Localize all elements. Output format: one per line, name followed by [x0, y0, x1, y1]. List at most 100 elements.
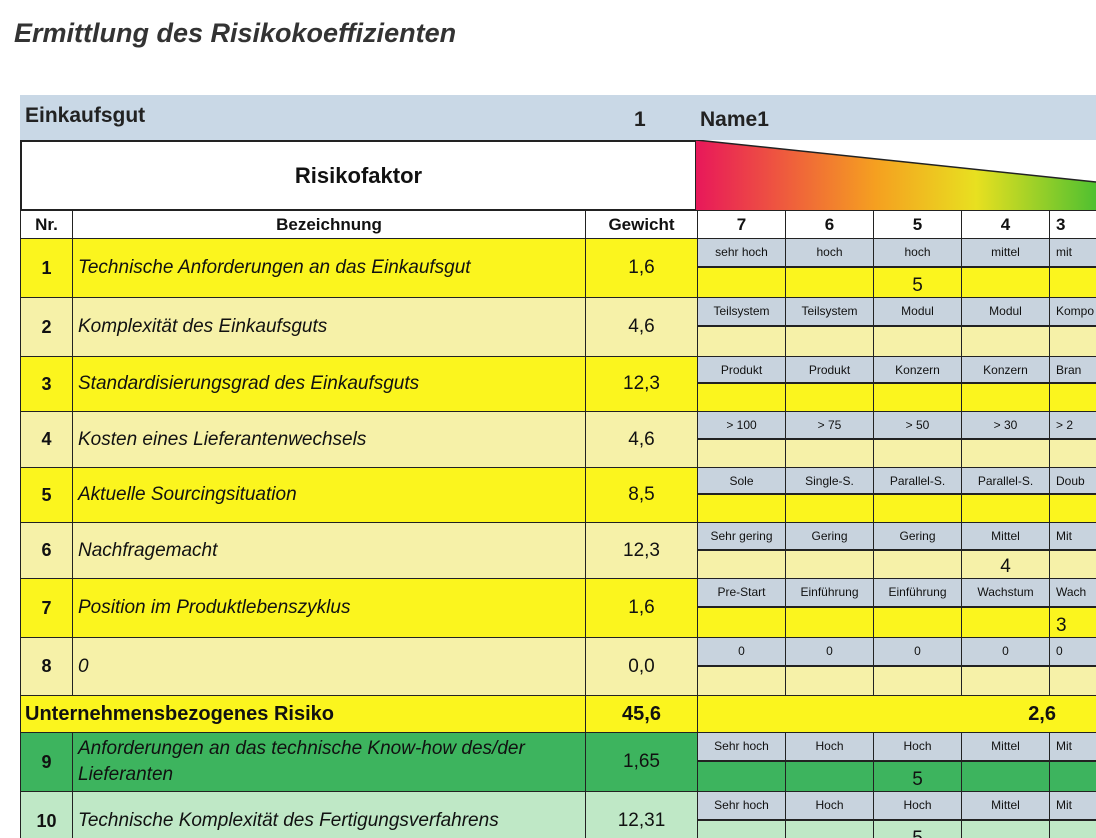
- row-label: Technische Anforderungen an das Einkaufs…: [72, 238, 586, 298]
- rating-cell: 3: [1049, 607, 1096, 638]
- row-nr: 9: [20, 732, 73, 792]
- row-weight: 1,6: [585, 578, 698, 638]
- row-weight: 1,65: [585, 732, 698, 792]
- row-nr: 4: [20, 411, 73, 468]
- rating-cell: [697, 761, 786, 792]
- rating-cell: [697, 820, 786, 838]
- row-label: 0: [72, 637, 586, 696]
- row-nr: 8: [20, 637, 73, 696]
- rating-cell: 4: [961, 550, 1050, 579]
- rating-cell: [961, 439, 1050, 468]
- scale-header: 3: [1049, 210, 1096, 239]
- rating-cell: [785, 666, 874, 696]
- row-nr: 1: [20, 238, 73, 298]
- level-cell: Modul: [961, 297, 1050, 326]
- row-weight: 0,0: [585, 637, 698, 696]
- rating-cell: [961, 267, 1050, 298]
- summary-score: 2,6: [697, 695, 1096, 733]
- header-label: Einkaufsgut: [25, 104, 146, 127]
- scale-header: 5: [873, 210, 962, 239]
- level-cell: Hoch: [785, 791, 874, 820]
- rating-cell: [697, 383, 786, 412]
- level-cell: Mittel: [961, 791, 1050, 820]
- level-cell: hoch: [785, 238, 874, 267]
- row-weight: 4,6: [585, 411, 698, 468]
- level-cell: Einführung: [785, 578, 874, 607]
- level-cell: Sehr gering: [697, 522, 786, 550]
- row-label: Anforderungen an das technische Know-how…: [72, 732, 586, 792]
- rating-cell: [873, 326, 962, 357]
- summary-label: Unternehmensbezogenes Risiko: [20, 695, 586, 733]
- level-cell: Mittel: [961, 732, 1050, 761]
- row-weight: 8,5: [585, 467, 698, 523]
- row-label: Komplexität des Einkaufsguts: [72, 297, 586, 357]
- level-cell: Konzern: [961, 356, 1050, 383]
- col-header: Bezeichnung: [72, 210, 586, 239]
- level-cell: > 2: [1049, 411, 1096, 439]
- row-label: Kosten eines Lieferantenwechsels: [72, 411, 586, 468]
- row-label: Standardisierungsgrad des Einkaufsguts: [72, 356, 586, 412]
- rating-cell: [873, 607, 962, 638]
- level-cell: mit: [1049, 238, 1096, 267]
- row-weight: 12,31: [585, 791, 698, 838]
- level-cell: Gering: [873, 522, 962, 550]
- row-label: Position im Produktlebenszyklus: [72, 578, 586, 638]
- level-cell: Sehr hoch: [697, 791, 786, 820]
- factor-header: Risikofaktor: [20, 140, 697, 211]
- level-cell: > 50: [873, 411, 962, 439]
- level-cell: Sehr hoch: [697, 732, 786, 761]
- level-cell: Single-S.: [785, 467, 874, 494]
- rating-cell: [961, 761, 1050, 792]
- level-cell: mittel: [961, 238, 1050, 267]
- rating-cell: [1049, 666, 1096, 696]
- rating-cell: [697, 326, 786, 357]
- level-cell: Mit: [1049, 791, 1096, 820]
- rating-cell: [785, 383, 874, 412]
- level-cell: Doub: [1049, 467, 1096, 494]
- scale-header: 6: [785, 210, 874, 239]
- rating-cell: [1049, 326, 1096, 357]
- header-number: 1: [634, 108, 646, 131]
- rating-cell: [1049, 761, 1096, 792]
- level-cell: 0: [873, 637, 962, 666]
- level-cell: > 30: [961, 411, 1050, 439]
- rating-cell: [961, 607, 1050, 638]
- rating-cell: [873, 550, 962, 579]
- rating-cell: [1049, 820, 1096, 838]
- level-cell: Mittel: [961, 522, 1050, 550]
- row-nr: 7: [20, 578, 73, 638]
- level-cell: Wach: [1049, 578, 1096, 607]
- rating-cell: 5: [873, 267, 962, 298]
- level-cell: Parallel-S.: [873, 467, 962, 494]
- level-cell: Produkt: [697, 356, 786, 383]
- level-cell: 0: [785, 637, 874, 666]
- level-cell: Bran: [1049, 356, 1096, 383]
- rating-cell: [697, 439, 786, 468]
- rating-cell: [785, 607, 874, 638]
- level-cell: Produkt: [785, 356, 874, 383]
- rating-cell: [785, 820, 874, 838]
- summary-weight: 45,6: [585, 695, 698, 733]
- rating-cell: [961, 666, 1050, 696]
- rating-cell: [697, 267, 786, 298]
- rating-cell: 5: [873, 761, 962, 792]
- level-cell: Einführung: [873, 578, 962, 607]
- level-cell: Hoch: [785, 732, 874, 761]
- rating-cell: [785, 550, 874, 579]
- rating-cell: [873, 494, 962, 523]
- level-cell: 0: [1049, 637, 1096, 666]
- row-nr: 10: [20, 791, 73, 838]
- rating-cell: [961, 326, 1050, 357]
- level-cell: Teilsystem: [697, 297, 786, 326]
- row-label: Nachfragemacht: [72, 522, 586, 579]
- row-weight: 1,6: [585, 238, 698, 298]
- rating-cell: [961, 494, 1050, 523]
- row-nr: 6: [20, 522, 73, 579]
- rating-cell: [1049, 494, 1096, 523]
- level-cell: Pre-Start: [697, 578, 786, 607]
- level-cell: Parallel-S.: [961, 467, 1050, 494]
- level-cell: Sole: [697, 467, 786, 494]
- rating-cell: [1049, 439, 1096, 468]
- level-cell: Kompo: [1049, 297, 1096, 326]
